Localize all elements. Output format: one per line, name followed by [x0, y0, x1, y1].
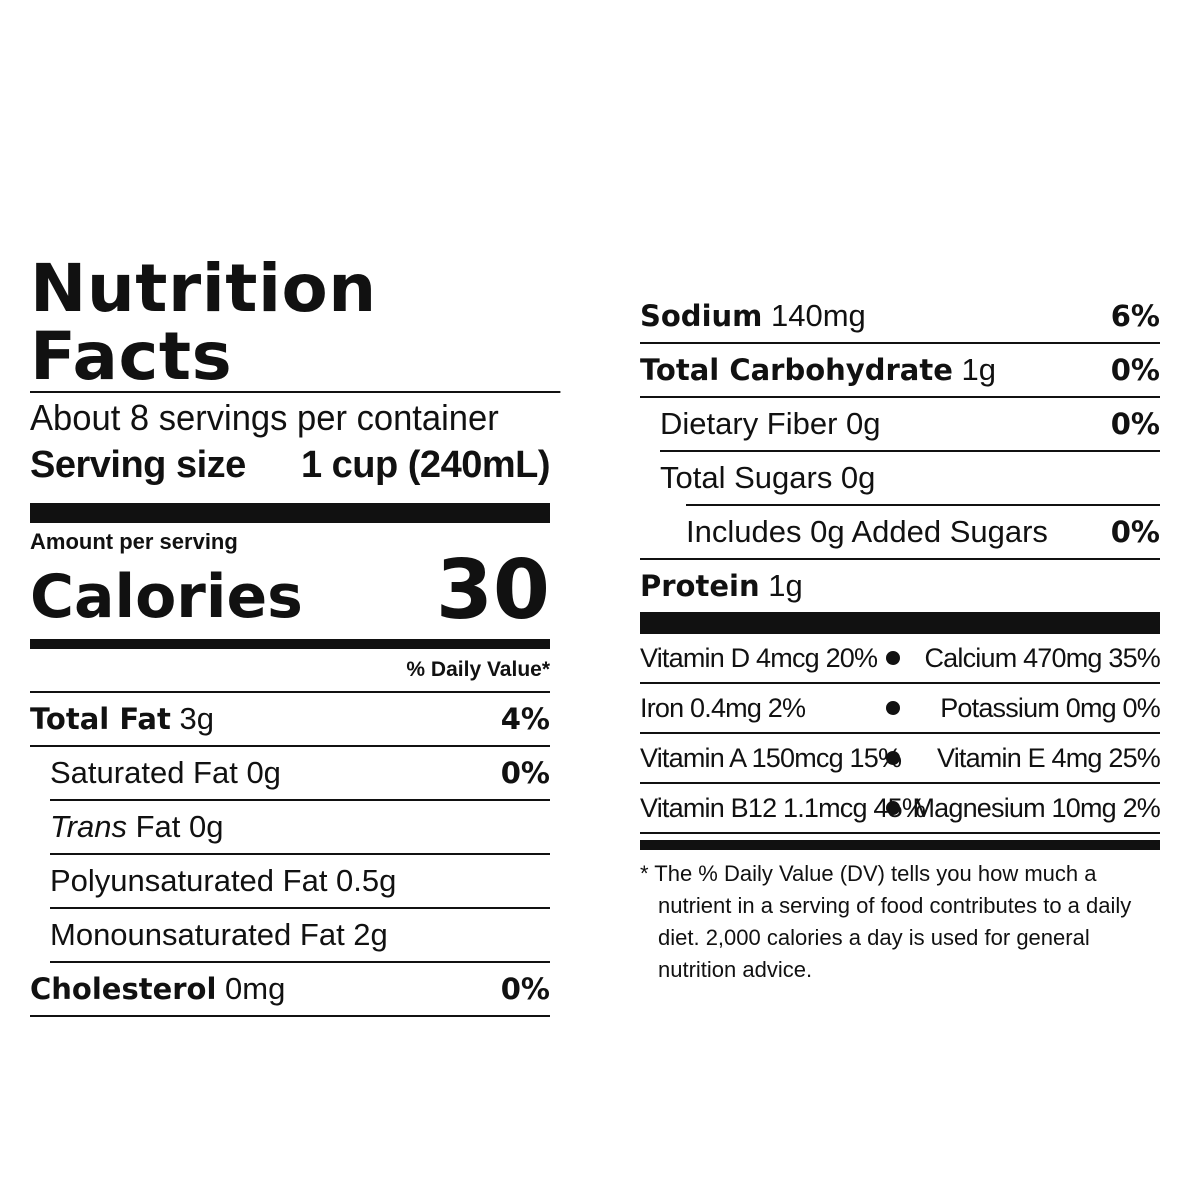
nutrient-amount: 0mg — [225, 971, 286, 1006]
daily-value-header: % Daily Value* — [30, 649, 550, 693]
nutrient-name: Total Sugars 0g — [660, 460, 876, 495]
vitamin-row: Vitamin B12 1.1mcg 45% Magnesium 10mg 2% — [640, 784, 1161, 834]
vitamin-left: Vitamin D 4mcg 20% — [640, 642, 878, 673]
bottom-divider — [640, 840, 1160, 850]
vitamin-row: Vitamin A 150mcg 15% Vitamin E 4mg 25% — [640, 734, 1161, 784]
bullet-icon — [886, 701, 900, 715]
nutrition-facts-title: Nutrition Facts — [30, 255, 561, 393]
nutrient-name: Saturated Fat 0g — [50, 755, 281, 790]
nutrient-dv: 0% — [500, 972, 550, 1006]
nutrient-name: Monounsaturated Fat 2g — [50, 917, 388, 952]
nutrient-dv: 0% — [1110, 515, 1160, 549]
nutrient-row-dietary-fiber: Dietary Fiber 0g 0% — [660, 398, 1160, 452]
nutrient-name: Sodium — [640, 299, 763, 333]
vitamin-left: Vitamin A 150mcg 15% — [640, 742, 902, 773]
nutrient-dv: 0% — [1110, 353, 1160, 387]
nutrition-facts-left-column: Nutrition Facts About 8 servings per con… — [30, 255, 561, 1017]
calories-row: Calories 30 — [30, 543, 550, 638]
nutrient-name: Includes 0g Added Sugars — [686, 514, 1048, 549]
serving-size-row: Serving size 1 cup (240mL) — [30, 441, 551, 489]
bullet-icon — [886, 801, 900, 815]
nutrient-dv: 0% — [1110, 407, 1160, 441]
nutrient-row-saturated-fat: Saturated Fat 0g 0% — [50, 747, 550, 801]
nutrient-row-protein: Protein 1g — [640, 560, 1160, 612]
thick-divider — [30, 503, 550, 523]
nutrient-amount: 140mg — [771, 298, 866, 333]
nutrient-name: Dietary Fiber 0g — [660, 406, 881, 441]
nutrient-row-total-carbohydrate: Total Carbohydrate 1g 0% — [640, 344, 1160, 398]
nutrient-row-monounsaturated-fat: Monounsaturated Fat 2g — [50, 909, 550, 963]
serving-size-value: 1 cup (240mL) — [300, 444, 551, 486]
nutrient-name-italic: Trans — [50, 809, 127, 844]
bullet-icon — [886, 651, 900, 665]
nutrient-name-rest: Fat 0g — [126, 809, 224, 844]
nutrient-name: Polyunsaturated Fat 0.5g — [50, 863, 397, 898]
nutrient-name: Total Carbohydrate — [640, 353, 953, 387]
nutrient-dv: 4% — [500, 702, 550, 736]
nutrient-name: Cholesterol — [30, 972, 217, 1006]
nutrient-amount: 1g — [961, 352, 996, 387]
nutrient-amount: 3g — [179, 701, 214, 736]
vitamin-right: Potassium 0mg 0% — [940, 692, 1161, 723]
nutrient-row-trans-fat: Trans Fat 0g — [50, 801, 550, 855]
nutrient-row-total-fat: Total Fat 3g 4% — [30, 693, 550, 747]
calories-label: Calories — [30, 562, 303, 632]
bullet-icon — [886, 751, 900, 765]
thick-divider — [640, 612, 1160, 634]
nutrition-facts-right-column: Sodium 140mg 6% Total Carbohydrate 1g 0%… — [640, 290, 1161, 986]
amount-per-serving-label: Amount per serving — [30, 529, 238, 554]
medium-divider — [30, 639, 550, 649]
vitamin-row: Vitamin D 4mcg 20% Calcium 470mg 35% — [640, 634, 1161, 684]
nutrient-dv: 0% — [500, 756, 550, 790]
servings-per-container: About 8 servings per container — [30, 397, 499, 438]
nutrient-row-cholesterol: Cholesterol 0mg 0% — [30, 963, 550, 1017]
nutrient-amount: 1g — [768, 568, 803, 603]
vitamin-right: Calcium 470mg 35% — [924, 642, 1160, 673]
serving-size-label: Serving size — [30, 444, 246, 486]
nutrient-row-total-sugars: Total Sugars 0g — [660, 452, 1160, 504]
nutrient-row-polyunsaturated-fat: Polyunsaturated Fat 0.5g — [50, 855, 550, 909]
daily-value-footnote: * The % Daily Value (DV) tells you how m… — [640, 861, 1132, 982]
nutrient-name: Total Fat — [30, 702, 171, 736]
vitamin-right: Magnesium 10mg 2% — [912, 792, 1160, 823]
nutrient-row-added-sugars: Includes 0g Added Sugars 0% — [640, 506, 1160, 560]
calories-value: 30 — [435, 543, 550, 638]
vitamin-left: Vitamin B12 1.1mcg 45% — [640, 792, 926, 823]
sugars-divider — [686, 504, 1160, 506]
vitamin-left: Iron 0.4mg 2% — [640, 692, 806, 723]
nutrient-dv: 6% — [1110, 299, 1160, 333]
vitamin-right: Vitamin E 4mg 25% — [936, 742, 1161, 773]
nutrient-name: Protein — [640, 569, 760, 603]
vitamin-row: Iron 0.4mg 2% Potassium 0mg 0% — [640, 684, 1161, 734]
nutrient-row-sodium: Sodium 140mg 6% — [640, 290, 1160, 344]
